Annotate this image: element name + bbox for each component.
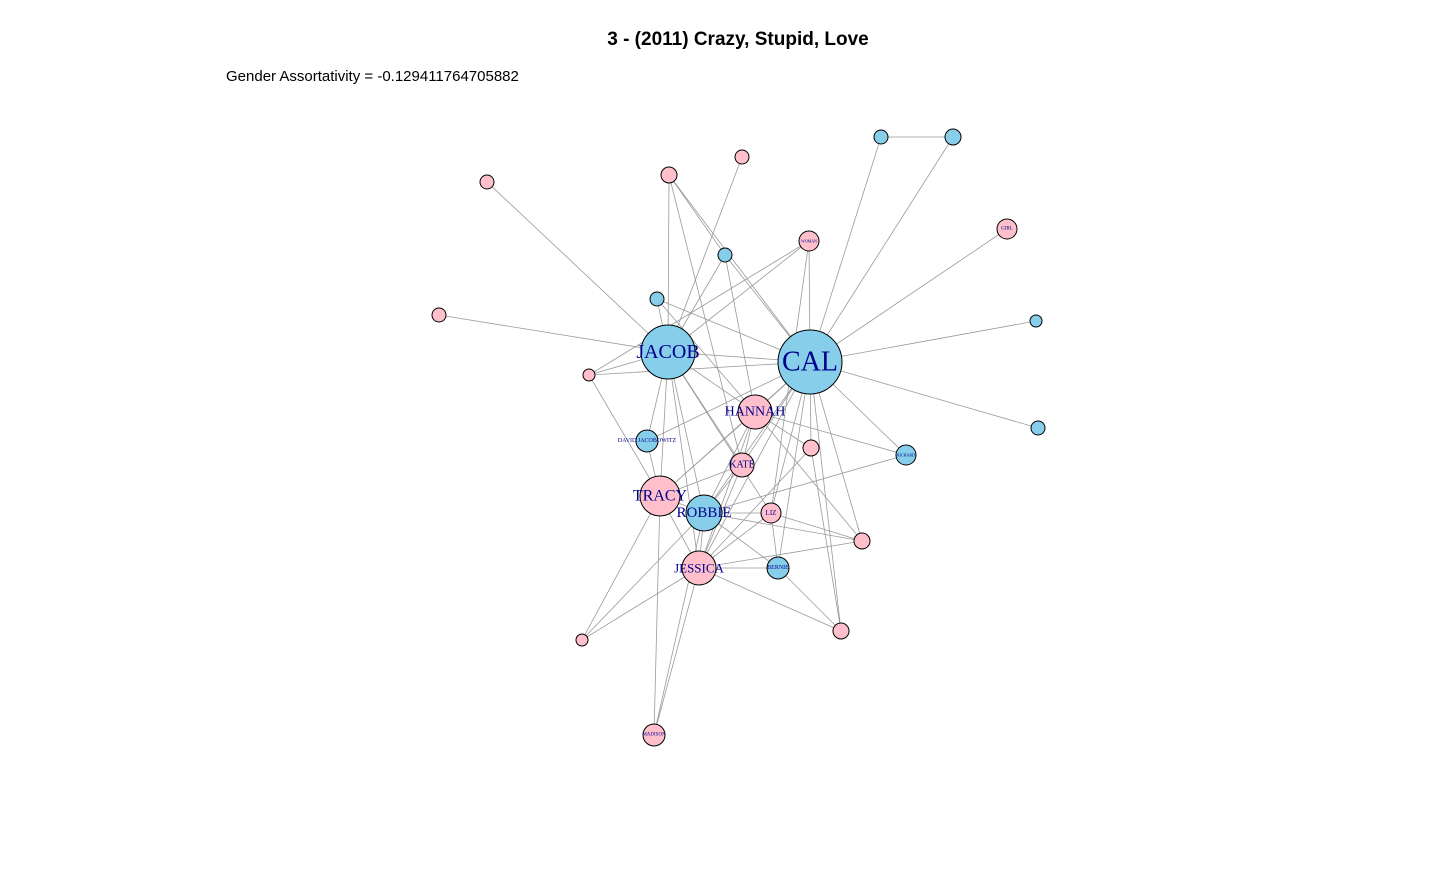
edge-woman-f5 <box>588 240 810 376</box>
node-tracy <box>639 475 681 517</box>
node-hannah <box>737 394 773 430</box>
node-label-bernie: BERNIE <box>767 565 789 571</box>
node-kate <box>729 452 755 478</box>
node-m2 <box>944 128 962 146</box>
edge-hannah-tracy <box>659 411 756 497</box>
edge-kate-f2 <box>668 174 743 466</box>
edge-liz-f7 <box>770 512 863 542</box>
edge-bernie-f8 <box>777 567 842 632</box>
node-robbie <box>685 494 723 532</box>
node-label-jacob: JACOB <box>636 341 699 363</box>
edge-cal-f2 <box>668 174 811 363</box>
node-m1 <box>873 129 889 145</box>
edge-robbie-madison <box>653 512 705 736</box>
node-label-jessica: JESSICA <box>674 561 724 576</box>
node-m4 <box>649 291 665 307</box>
edge-jacob-f4 <box>438 314 669 353</box>
edge-jacob-liz <box>667 351 772 514</box>
node-label-tracy: TRACY <box>633 488 688 505</box>
node-label-madison: MADISON <box>642 733 666 738</box>
edge-hannah-richard <box>754 411 907 456</box>
edge-hannah-jessica <box>698 411 756 569</box>
node-jacob <box>640 324 696 380</box>
node-label-robbie: ROBBIE <box>676 505 731 521</box>
edge-hannah-robbie <box>703 411 756 514</box>
edge-jessica-f9 <box>581 567 700 641</box>
node-label-woman: WOMAN <box>801 239 817 244</box>
edge-jessica-f7 <box>698 540 863 569</box>
node-f1 <box>479 174 495 190</box>
edge-f6-f8 <box>810 447 842 632</box>
edge-jacob-f1 <box>486 181 669 353</box>
node-jessica <box>681 550 717 586</box>
edge-jessica-f8 <box>698 567 842 632</box>
node-girl <box>996 218 1018 240</box>
node-label-hannah: HANNAH <box>725 405 786 420</box>
node-f9 <box>575 633 589 647</box>
edge-robbie-f9 <box>581 512 705 641</box>
node-f5 <box>582 368 596 382</box>
node-m3 <box>717 247 733 263</box>
edge-m1-cal <box>809 136 882 363</box>
edge-m2-cal <box>809 136 954 363</box>
node-richard <box>895 444 917 466</box>
edge-tracy-f5 <box>588 374 661 497</box>
node-f7 <box>853 532 871 550</box>
node-f6 <box>802 439 820 457</box>
node-label-liz: LIZ <box>766 509 777 517</box>
edge-layer <box>438 136 1039 736</box>
node-david <box>635 429 659 453</box>
edge-robbie-richard <box>703 454 907 514</box>
node-bernie <box>766 556 790 580</box>
chart-title: 3 - (2011) Crazy, Stupid, Love <box>607 29 869 50</box>
edge-jacob-f2 <box>667 174 670 353</box>
node-label-kate: KATE <box>729 460 755 471</box>
node-label-david: DAVID JACOBOWITZ <box>618 438 677 444</box>
edge-jacob-woman <box>667 240 810 353</box>
edge-tracy-f9 <box>581 495 661 641</box>
node-cal <box>777 329 843 395</box>
edge-cal-f5 <box>588 361 811 376</box>
edge-robbie-f7 <box>703 512 863 542</box>
assortativity-label: Gender Assortativity = -0.12941176470588… <box>226 68 519 85</box>
edge-tracy-madison <box>653 495 661 736</box>
node-f3 <box>734 149 750 165</box>
node-m5 <box>1029 314 1043 328</box>
node-madison <box>642 723 666 747</box>
node-f8 <box>832 622 850 640</box>
edge-m3-f2 <box>668 174 726 256</box>
node-label-girl: GIRL <box>1001 227 1013 232</box>
edge-cal-bernie <box>777 361 811 569</box>
edge-cal-m5 <box>809 320 1037 363</box>
node-f2 <box>660 166 678 184</box>
edge-hannah-m3 <box>724 254 756 413</box>
node-label-cal: CAL <box>782 347 838 378</box>
node-liz <box>760 502 782 524</box>
node-label-richard: RICHARD <box>897 453 915 458</box>
edge-jacob-jessica <box>667 351 700 569</box>
edge-cal-girl <box>809 228 1008 363</box>
edge-jessica-f6 <box>698 447 812 569</box>
node-f4 <box>431 307 447 323</box>
edge-hannah-f7 <box>754 411 863 542</box>
edge-hannah-m4 <box>656 298 756 413</box>
node-woman <box>798 230 820 252</box>
node-m6 <box>1030 420 1046 436</box>
edge-cal-m6 <box>809 361 1039 429</box>
edge-jessica-madison <box>653 567 700 736</box>
